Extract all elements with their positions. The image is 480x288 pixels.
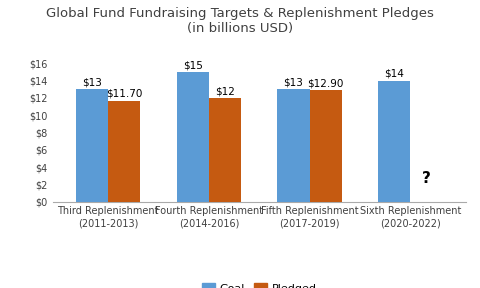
Text: $13: $13 — [82, 77, 102, 88]
Bar — [108, 101, 140, 202]
Text: $13: $13 — [284, 77, 303, 88]
Text: ?: ? — [422, 171, 431, 186]
Text: $14: $14 — [384, 69, 404, 79]
Bar — [310, 90, 342, 202]
Text: $12.90: $12.90 — [308, 78, 344, 88]
Bar — [277, 89, 310, 202]
Bar — [177, 72, 209, 202]
Bar — [76, 89, 108, 202]
Text: $12: $12 — [215, 86, 235, 96]
Legend: Goal, Pledged: Goal, Pledged — [197, 279, 321, 288]
Bar — [378, 81, 410, 202]
Text: $15: $15 — [183, 60, 203, 70]
Text: Global Fund Fundraising Targets & Replenishment Pledges
(in billions USD): Global Fund Fundraising Targets & Replen… — [46, 7, 434, 35]
Text: $11.70: $11.70 — [106, 89, 143, 99]
Bar — [209, 98, 241, 202]
